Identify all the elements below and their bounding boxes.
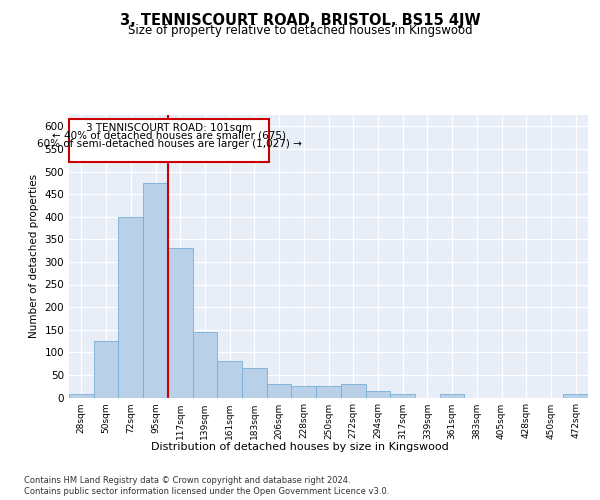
Bar <box>69 119 269 162</box>
Text: Size of property relative to detached houses in Kingswood: Size of property relative to detached ho… <box>128 24 472 37</box>
Bar <box>341 384 365 398</box>
Bar <box>118 216 143 398</box>
Bar <box>168 248 193 398</box>
Text: ← 40% of detached houses are smaller (675): ← 40% of detached houses are smaller (67… <box>52 131 286 141</box>
Text: Distribution of detached houses by size in Kingswood: Distribution of detached houses by size … <box>151 442 449 452</box>
Bar <box>316 386 341 398</box>
Text: 60% of semi-detached houses are larger (1,027) →: 60% of semi-detached houses are larger (… <box>37 139 302 149</box>
Bar <box>242 368 267 398</box>
Y-axis label: Number of detached properties: Number of detached properties <box>29 174 39 338</box>
Bar <box>69 394 94 398</box>
Bar <box>94 341 118 398</box>
Bar <box>365 390 390 398</box>
Bar <box>563 394 588 398</box>
Bar <box>193 332 217 398</box>
Bar <box>440 394 464 398</box>
Text: 3, TENNISCOURT ROAD, BRISTOL, BS15 4JW: 3, TENNISCOURT ROAD, BRISTOL, BS15 4JW <box>119 12 481 28</box>
Text: Contains HM Land Registry data © Crown copyright and database right 2024.: Contains HM Land Registry data © Crown c… <box>24 476 350 485</box>
Text: 3 TENNISCOURT ROAD: 101sqm: 3 TENNISCOURT ROAD: 101sqm <box>86 122 252 132</box>
Bar <box>292 386 316 398</box>
Bar <box>217 362 242 398</box>
Bar <box>143 183 168 398</box>
Text: Contains public sector information licensed under the Open Government Licence v3: Contains public sector information licen… <box>24 488 389 496</box>
Bar <box>390 394 415 398</box>
Bar <box>267 384 292 398</box>
